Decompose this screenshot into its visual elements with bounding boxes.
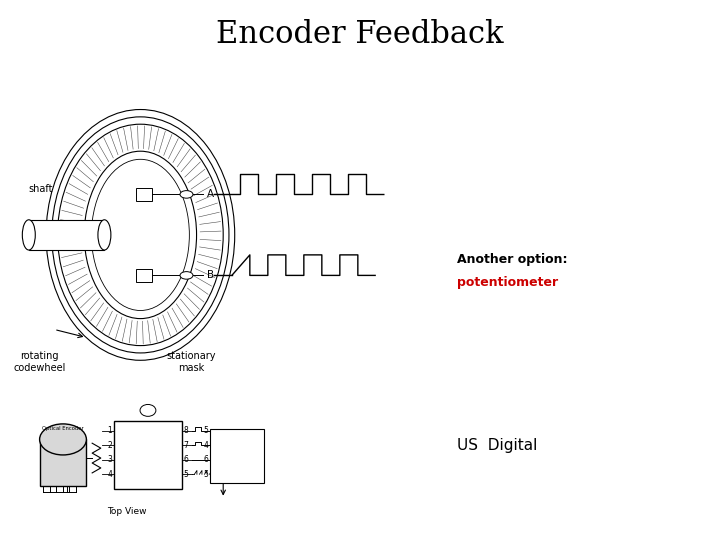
Text: Encoder Feedback: Encoder Feedback (216, 19, 504, 50)
Ellipse shape (180, 191, 193, 198)
Text: Rbias: Rbias (117, 427, 138, 435)
Text: 6: 6 (184, 455, 189, 464)
Text: potentiometer: potentiometer (457, 276, 558, 289)
Text: 5: 5 (184, 470, 189, 479)
Ellipse shape (180, 272, 193, 279)
Text: 4: 4 (203, 441, 208, 450)
Bar (136, 269, 152, 282)
Text: Gnd: Gnd (117, 455, 132, 464)
Bar (29, 220, 104, 250)
Ellipse shape (22, 220, 35, 250)
Text: X4/X1 input: X4/X1 input (134, 455, 179, 464)
Ellipse shape (140, 404, 156, 416)
Ellipse shape (91, 159, 189, 310)
Text: UpClk out: UpClk out (142, 427, 179, 435)
Bar (210, 429, 264, 483)
Text: A in: A in (117, 470, 131, 479)
Text: B: B (207, 271, 214, 280)
Text: LS7083: LS7083 (126, 450, 170, 460)
FancyArrowPatch shape (57, 330, 83, 338)
Ellipse shape (98, 220, 111, 250)
Text: +5V: +5V (117, 441, 133, 450)
Text: 1: 1 (107, 427, 112, 435)
Bar (114, 421, 182, 489)
Text: 2: 2 (107, 441, 112, 450)
Text: stationary
mask: stationary mask (166, 351, 215, 373)
Text: DnClk out: DnClk out (142, 441, 179, 450)
Text: 4: 4 (107, 470, 112, 479)
Text: rotating
codewheel: rotating codewheel (14, 351, 66, 373)
Text: 7: 7 (184, 441, 189, 450)
Text: 3: 3 (107, 455, 112, 464)
Text: Cascadable
Up/Dn
Counter: Cascadable Up/Dn Counter (217, 458, 256, 478)
Text: 74193
type: 74193 type (225, 441, 248, 461)
Ellipse shape (40, 424, 86, 455)
Text: 5: 5 (203, 470, 208, 479)
Text: B in: B in (165, 470, 179, 479)
Bar (40, 440, 86, 486)
Text: Optical Encoder: Optical Encoder (42, 426, 84, 431)
Text: 8: 8 (184, 427, 189, 435)
Text: Another option:: Another option: (457, 253, 567, 266)
Text: Top View: Top View (107, 507, 146, 516)
Bar (136, 188, 152, 201)
Text: 5: 5 (203, 427, 208, 435)
Text: shaft: shaft (29, 184, 53, 194)
Text: US  Digital: US Digital (457, 438, 538, 453)
Ellipse shape (84, 151, 197, 319)
Text: 6: 6 (203, 455, 208, 464)
Text: +5V: +5V (228, 471, 243, 477)
Text: A: A (207, 190, 214, 199)
